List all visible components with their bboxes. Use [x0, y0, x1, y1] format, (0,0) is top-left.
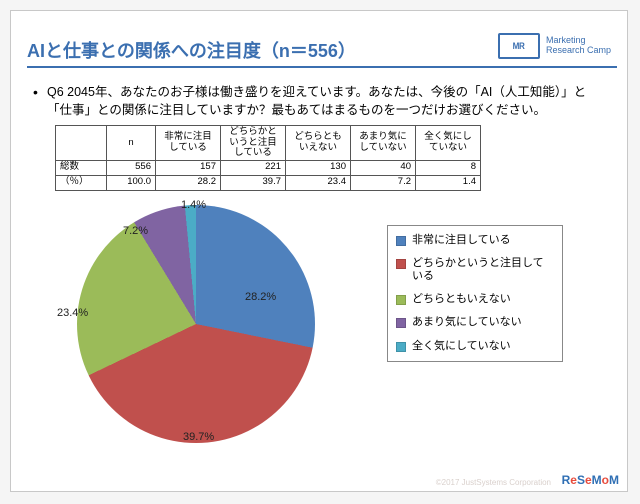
pie-data-label: 7.2% [123, 225, 148, 237]
legend-item: 非常に注目している [396, 234, 554, 247]
cell: 221 [221, 160, 286, 175]
brand-block: MR Marketing Research Camp [498, 33, 611, 65]
cell: 39.7 [221, 175, 286, 190]
legend-swatch-icon [396, 236, 406, 246]
brand-text: Marketing Research Camp [546, 36, 611, 56]
cell: 40 [351, 160, 416, 175]
col-blank [56, 126, 107, 160]
slide-title: AIと仕事との関係への注目度（n＝556） [27, 37, 356, 65]
pie-data-label: 28.2% [245, 291, 276, 303]
legend-swatch-icon [396, 259, 406, 269]
copyright-text: ©2017 JustSystems Corporation [436, 478, 551, 487]
legend-label: あまり気にしていない [412, 316, 522, 329]
question-text: Q6 2045年、あなたのお子様は働き盛りを迎えています。あなたは、今後の「AI… [47, 83, 605, 119]
title-underline [27, 66, 617, 68]
cell: 28.2 [156, 175, 221, 190]
cell: 1.4 [416, 175, 481, 190]
data-table: n 非常に注目している どちらかというと注目している どちらともいえない あまり… [55, 125, 481, 190]
table-row: （％） 100.0 28.2 39.7 23.4 7.2 1.4 [56, 175, 481, 190]
col-1: 非常に注目している [156, 126, 221, 160]
table-row: 総数 556 157 221 130 40 8 [56, 160, 481, 175]
legend-swatch-icon [396, 295, 406, 305]
cell: 7.2 [351, 175, 416, 190]
cell: 556 [107, 160, 156, 175]
legend-label: 全く気にしていない [412, 340, 511, 353]
row-label: 総数 [56, 160, 107, 175]
pie-chart [77, 205, 315, 443]
legend-item: どちらかというと注目している [396, 257, 554, 283]
legend-label: どちらかというと注目している [412, 257, 554, 283]
col-3: どちらともいえない [286, 126, 351, 160]
legend-swatch-icon [396, 342, 406, 352]
table-header-row: n 非常に注目している どちらかというと注目している どちらともいえない あまり… [56, 126, 481, 160]
legend-label: どちらともいえない [412, 293, 511, 306]
cell: 130 [286, 160, 351, 175]
col-5: 全く気にしていない [416, 126, 481, 160]
footer-brand: ReSeMoM [562, 473, 619, 487]
bullet-icon: • [33, 83, 47, 119]
chart-area: 28.2% 39.7% 23.4% 7.2% 1.4% 非常に注目しているどちらかという… [11, 197, 627, 461]
question-block: • Q6 2045年、あなたのお子様は働き盛りを迎えています。あなたは、今後の「… [33, 83, 605, 119]
col-4: あまり気にしていない [351, 126, 416, 160]
legend-swatch-icon [396, 318, 406, 328]
cell: 100.0 [107, 175, 156, 190]
col-2: どちらかというと注目している [221, 126, 286, 160]
legend-label: 非常に注目している [412, 234, 511, 247]
cell: 8 [416, 160, 481, 175]
pie-data-label: 23.4% [57, 307, 88, 319]
cell: 23.4 [286, 175, 351, 190]
legend: 非常に注目しているどちらかというと注目しているどちらともいえないあまり気にしてい… [387, 225, 563, 362]
cell: 157 [156, 160, 221, 175]
row-label: （％） [56, 175, 107, 190]
pie-data-label: 39.7% [183, 431, 214, 443]
pie-data-label: 1.4% [181, 199, 206, 211]
brand-logo-icon: MR [498, 33, 540, 59]
col-n: n [107, 126, 156, 160]
slide-frame: AIと仕事との関係への注目度（n＝556） MR Marketing Resea… [10, 10, 628, 492]
legend-item: あまり気にしていない [396, 316, 554, 329]
data-table-wrap: n 非常に注目している どちらかというと注目している どちらともいえない あまり… [55, 125, 627, 190]
legend-item: どちらともいえない [396, 293, 554, 306]
legend-item: 全く気にしていない [396, 340, 554, 353]
slide-header: AIと仕事との関係への注目度（n＝556） MR Marketing Resea… [11, 11, 627, 65]
